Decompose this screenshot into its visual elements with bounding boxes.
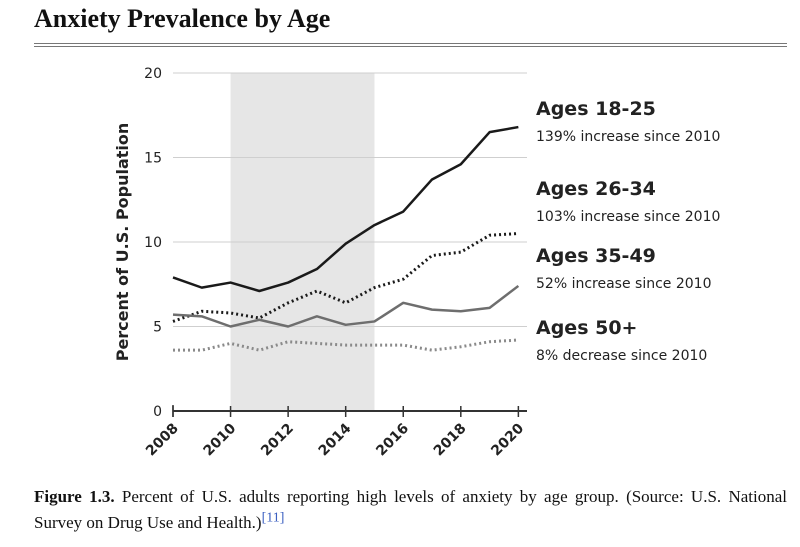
y-tick-label: 5: [153, 320, 162, 336]
x-tick-label: 2016: [373, 421, 412, 460]
x-tick-label: 2014: [316, 420, 355, 459]
x-tick-label: 2018: [431, 421, 470, 460]
series-label: Ages 26-34: [536, 178, 656, 200]
chart: 0 5 10 15 20 Percent of U.S. Population 2008 20…: [113, 66, 720, 460]
series-line: [172, 284, 520, 328]
figure-caption: Figure 1.3. Percent of U.S. adults repor…: [34, 484, 787, 536]
x-tick-label: 2012: [258, 421, 297, 460]
y-tick-label: 15: [144, 151, 162, 167]
series-annotation: 52% increase since 2010: [536, 276, 711, 292]
series-line: [173, 338, 519, 352]
series-label: Ages 50+: [536, 317, 637, 339]
series-label: Ages 35-49: [536, 245, 656, 267]
series-annotation: 139% increase since 2010: [536, 129, 720, 145]
series-label: Ages 18-25: [536, 98, 656, 120]
page-title: Anxiety Prevalence by Age: [34, 4, 331, 33]
reference-link[interactable]: [11]: [261, 510, 285, 526]
y-tick-label: 0: [153, 404, 162, 420]
x-tick-label: 2020: [488, 420, 527, 459]
x-tick-label: 2008: [143, 421, 182, 460]
title-rule: [34, 43, 787, 44]
x-tick-label: 2010: [201, 420, 240, 459]
caption-label: Figure 1.3.: [34, 487, 115, 506]
series-annotation: 8% decrease since 2010: [536, 348, 707, 364]
series-annotation: 103% increase since 2010: [536, 209, 720, 225]
title-rule: [34, 46, 787, 47]
y-tick-label: 10: [144, 235, 162, 251]
y-tick-label: 20: [144, 66, 162, 82]
caption-text: Percent of U.S. adults reporting high le…: [34, 487, 787, 532]
series-line: [172, 125, 519, 293]
y-axis-label: Percent of U.S. Population: [113, 123, 132, 362]
